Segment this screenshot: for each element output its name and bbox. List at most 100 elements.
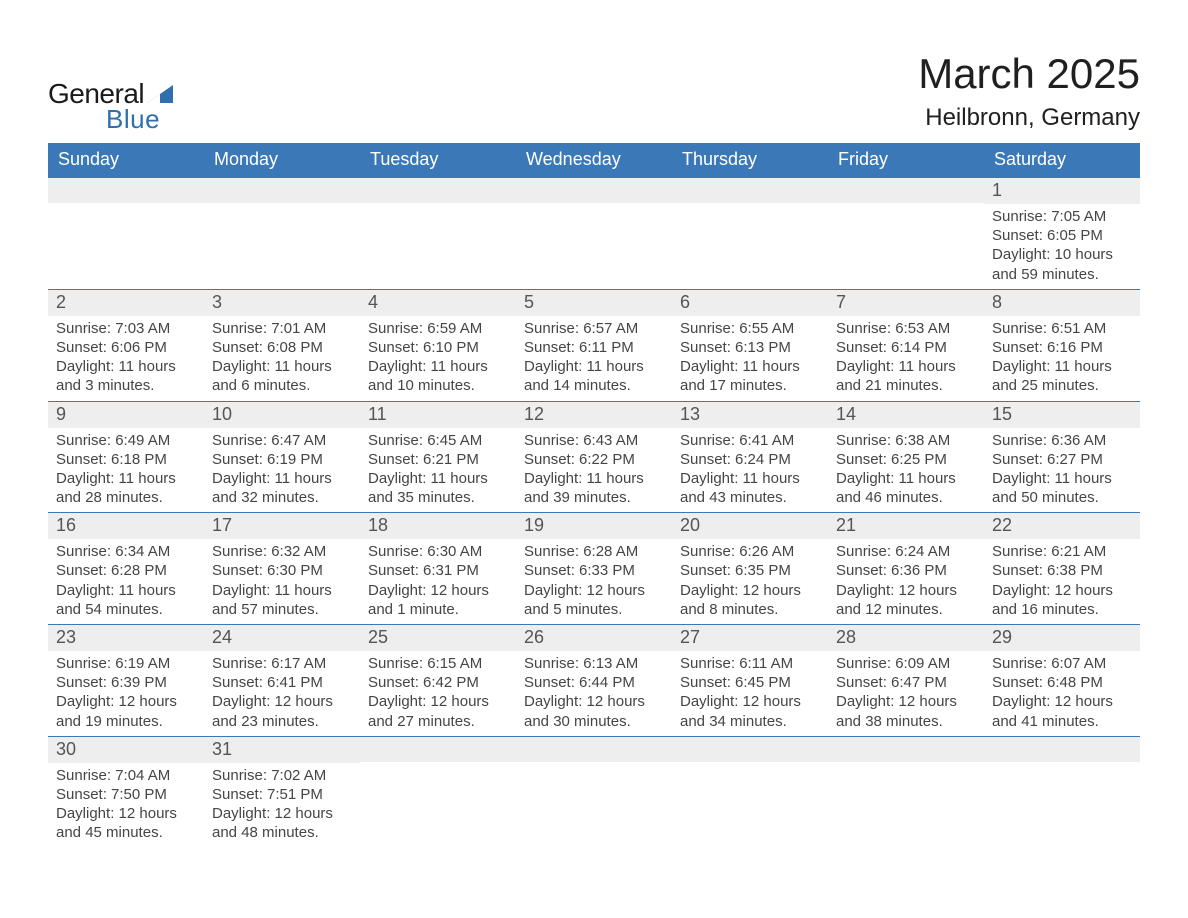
day-cell: 12Sunrise: 6:43 AMSunset: 6:22 PMDayligh… <box>516 402 672 513</box>
day-detail-line: and 3 minutes. <box>56 376 196 395</box>
day-detail-line: Sunset: 6:11 PM <box>524 338 664 357</box>
day-detail-line: Sunset: 6:45 PM <box>680 673 820 692</box>
day-detail-line: Daylight: 11 hours <box>212 357 352 376</box>
day-cell: 25Sunrise: 6:15 AMSunset: 6:42 PMDayligh… <box>360 625 516 736</box>
day-detail-line: Daylight: 12 hours <box>992 581 1132 600</box>
day-detail-line: and 23 minutes. <box>212 712 352 731</box>
day-cell: 31Sunrise: 7:02 AMSunset: 7:51 PMDayligh… <box>204 737 360 848</box>
day-detail-line: and 41 minutes. <box>992 712 1132 731</box>
day-detail-line: Daylight: 11 hours <box>680 469 820 488</box>
day-cell: 16Sunrise: 6:34 AMSunset: 6:28 PMDayligh… <box>48 513 204 624</box>
title-month-year: March 2025 <box>918 50 1140 98</box>
day-detail-line: Daylight: 11 hours <box>680 357 820 376</box>
day-details: Sunrise: 6:41 AMSunset: 6:24 PMDaylight:… <box>672 428 828 513</box>
day-cell <box>48 178 204 289</box>
day-detail-line: Sunrise: 6:57 AM <box>524 319 664 338</box>
day-details <box>828 762 984 782</box>
day-number: 2 <box>48 290 204 316</box>
day-details: Sunrise: 6:59 AMSunset: 6:10 PMDaylight:… <box>360 316 516 401</box>
day-detail-line: Sunset: 6:27 PM <box>992 450 1132 469</box>
day-detail-line: and 35 minutes. <box>368 488 508 507</box>
day-detail-line: Sunset: 6:42 PM <box>368 673 508 692</box>
day-details <box>828 203 984 223</box>
day-detail-line: and 8 minutes. <box>680 600 820 619</box>
day-cell: 1Sunrise: 7:05 AMSunset: 6:05 PMDaylight… <box>984 178 1140 289</box>
day-detail-line: Sunrise: 6:24 AM <box>836 542 976 561</box>
day-detail-line: Daylight: 10 hours <box>992 245 1132 264</box>
day-number: 28 <box>828 625 984 651</box>
day-detail-line: Daylight: 12 hours <box>56 804 196 823</box>
day-cell <box>204 178 360 289</box>
day-number: 25 <box>360 625 516 651</box>
day-detail-line: Sunrise: 6:49 AM <box>56 431 196 450</box>
day-number: 5 <box>516 290 672 316</box>
day-detail-line: Sunrise: 6:59 AM <box>368 319 508 338</box>
day-detail-line: Sunset: 6:38 PM <box>992 561 1132 580</box>
day-details: Sunrise: 6:26 AMSunset: 6:35 PMDaylight:… <box>672 539 828 624</box>
day-detail-line: Daylight: 11 hours <box>836 357 976 376</box>
day-of-week-header: Wednesday <box>516 143 672 177</box>
day-details <box>516 762 672 782</box>
day-detail-line: Sunrise: 6:17 AM <box>212 654 352 673</box>
day-number: 21 <box>828 513 984 539</box>
day-detail-line: Sunset: 6:30 PM <box>212 561 352 580</box>
calendar: SundayMondayTuesdayWednesdayThursdayFrid… <box>48 143 1140 848</box>
day-detail-line: Daylight: 12 hours <box>212 692 352 711</box>
day-detail-line: and 32 minutes. <box>212 488 352 507</box>
day-cell <box>516 737 672 848</box>
day-detail-line: and 17 minutes. <box>680 376 820 395</box>
day-detail-line: Sunset: 6:48 PM <box>992 673 1132 692</box>
weeks-container: 1Sunrise: 7:05 AMSunset: 6:05 PMDaylight… <box>48 177 1140 848</box>
day-cell: 17Sunrise: 6:32 AMSunset: 6:30 PMDayligh… <box>204 513 360 624</box>
day-cell: 2Sunrise: 7:03 AMSunset: 6:06 PMDaylight… <box>48 290 204 401</box>
day-number: 15 <box>984 402 1140 428</box>
day-of-week-header: Friday <box>828 143 984 177</box>
day-cell <box>360 737 516 848</box>
day-cell: 6Sunrise: 6:55 AMSunset: 6:13 PMDaylight… <box>672 290 828 401</box>
day-details <box>672 203 828 223</box>
week-row: 16Sunrise: 6:34 AMSunset: 6:28 PMDayligh… <box>48 512 1140 624</box>
day-cell: 24Sunrise: 6:17 AMSunset: 6:41 PMDayligh… <box>204 625 360 736</box>
day-number: 14 <box>828 402 984 428</box>
day-of-week-header: Thursday <box>672 143 828 177</box>
day-number: 6 <box>672 290 828 316</box>
day-detail-line: and 5 minutes. <box>524 600 664 619</box>
day-of-week-header: Sunday <box>48 143 204 177</box>
day-cell: 5Sunrise: 6:57 AMSunset: 6:11 PMDaylight… <box>516 290 672 401</box>
day-detail-line: Sunrise: 6:26 AM <box>680 542 820 561</box>
day-details <box>204 203 360 223</box>
day-detail-line: Daylight: 11 hours <box>992 469 1132 488</box>
day-detail-line: Daylight: 12 hours <box>836 692 976 711</box>
day-detail-line: Sunset: 6:28 PM <box>56 561 196 580</box>
day-details: Sunrise: 6:32 AMSunset: 6:30 PMDaylight:… <box>204 539 360 624</box>
day-number: 22 <box>984 513 1140 539</box>
day-detail-line: Daylight: 11 hours <box>992 357 1132 376</box>
day-number: 16 <box>48 513 204 539</box>
day-number: 7 <box>828 290 984 316</box>
day-details: Sunrise: 7:04 AMSunset: 7:50 PMDaylight:… <box>48 763 204 848</box>
day-details: Sunrise: 6:57 AMSunset: 6:11 PMDaylight:… <box>516 316 672 401</box>
day-detail-line: Daylight: 12 hours <box>212 804 352 823</box>
day-detail-line: Daylight: 11 hours <box>524 469 664 488</box>
day-cell: 11Sunrise: 6:45 AMSunset: 6:21 PMDayligh… <box>360 402 516 513</box>
day-detail-line: Sunset: 6:06 PM <box>56 338 196 357</box>
day-cell: 7Sunrise: 6:53 AMSunset: 6:14 PMDaylight… <box>828 290 984 401</box>
day-details <box>516 203 672 223</box>
day-detail-line: and 43 minutes. <box>680 488 820 507</box>
day-detail-line: Sunrise: 6:41 AM <box>680 431 820 450</box>
day-cell: 19Sunrise: 6:28 AMSunset: 6:33 PMDayligh… <box>516 513 672 624</box>
day-details: Sunrise: 6:15 AMSunset: 6:42 PMDaylight:… <box>360 651 516 736</box>
day-details: Sunrise: 7:01 AMSunset: 6:08 PMDaylight:… <box>204 316 360 401</box>
day-detail-line: and 27 minutes. <box>368 712 508 731</box>
day-cell <box>672 178 828 289</box>
day-cell: 29Sunrise: 6:07 AMSunset: 6:48 PMDayligh… <box>984 625 1140 736</box>
day-number: 12 <box>516 402 672 428</box>
day-detail-line: Sunrise: 6:28 AM <box>524 542 664 561</box>
day-detail-line: Daylight: 11 hours <box>212 469 352 488</box>
day-details <box>48 203 204 223</box>
day-details: Sunrise: 6:34 AMSunset: 6:28 PMDaylight:… <box>48 539 204 624</box>
day-detail-line: and 38 minutes. <box>836 712 976 731</box>
day-details: Sunrise: 6:43 AMSunset: 6:22 PMDaylight:… <box>516 428 672 513</box>
day-detail-line: Daylight: 11 hours <box>212 581 352 600</box>
day-details: Sunrise: 6:17 AMSunset: 6:41 PMDaylight:… <box>204 651 360 736</box>
